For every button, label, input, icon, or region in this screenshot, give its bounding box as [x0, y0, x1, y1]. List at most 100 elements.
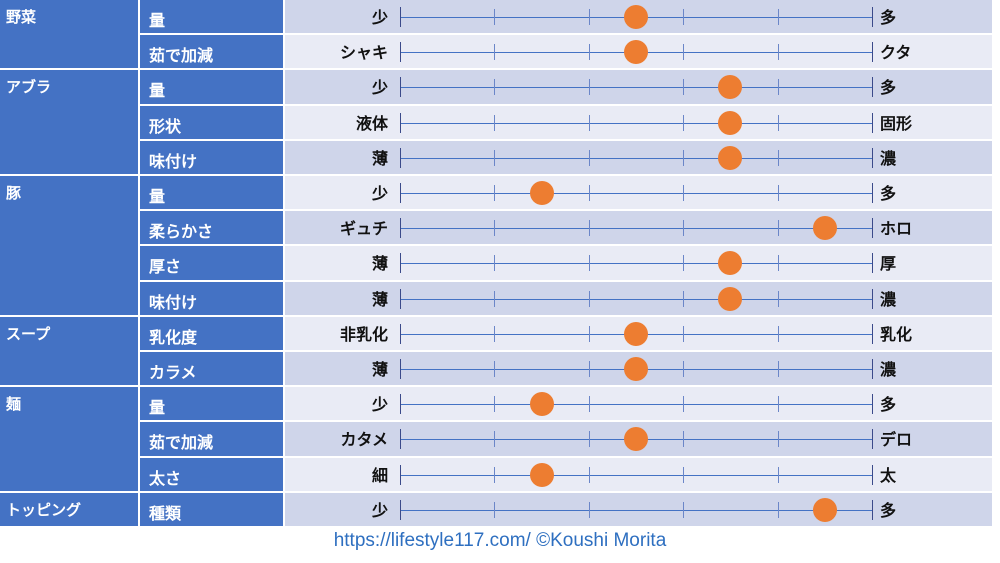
axis-endcap	[400, 394, 401, 415]
scale-right-label: 多	[880, 78, 897, 98]
scale-axis-line	[400, 298, 872, 300]
axis-tick	[683, 220, 685, 237]
axis-endcap	[872, 359, 873, 379]
axis-tick	[494, 255, 496, 272]
scale-row: 形状 液体 固形	[0, 105, 992, 141]
category-label: スープ	[0, 316, 138, 386]
axis-tick	[494, 220, 496, 237]
axis-tick	[588, 431, 590, 448]
axis-tick	[777, 361, 779, 377]
attribute-label: 味付け	[140, 140, 283, 174]
axis-endcap	[872, 394, 873, 415]
row-band	[285, 246, 992, 280]
axis-tick	[494, 325, 496, 342]
axis-tick	[588, 361, 590, 377]
scale-row: 味付け 薄 濃	[0, 140, 992, 176]
axis-tick	[683, 290, 685, 307]
axis-endcap	[872, 464, 873, 485]
footer-credit: https://lifestyle117.com/ ©Koushi Morita	[333, 530, 667, 551]
value-dot	[718, 251, 743, 276]
scale-row: 量少多	[0, 0, 992, 35]
axis-tick	[494, 185, 496, 201]
scale-left-label: 少	[371, 184, 388, 203]
axis-tick	[494, 44, 496, 61]
scale-right-label: クタ	[880, 43, 912, 63]
scale-left-label: ギュチ	[339, 219, 388, 239]
axis-endcap	[872, 147, 873, 168]
attribute-label: 種類	[140, 492, 283, 526]
scale-row: カラメ 薄 濃	[0, 352, 992, 387]
attribute-label: 形状	[140, 105, 283, 139]
scale-axis-line	[400, 509, 872, 511]
axis-tick	[494, 431, 496, 448]
scale-left-label: 薄	[371, 289, 388, 309]
axis-tick	[683, 361, 685, 377]
scale-row: 太さ 細 太	[0, 457, 992, 493]
value-dot	[718, 286, 743, 311]
axis-tick	[588, 466, 590, 483]
scale-axis-line	[400, 122, 872, 124]
scale-left-label: 液体	[355, 113, 388, 133]
axis-tick	[588, 185, 590, 201]
value-dot	[718, 75, 743, 100]
axis-endcap	[872, 112, 873, 133]
axis-endcap	[872, 183, 873, 203]
axis-tick	[777, 44, 779, 61]
axis-endcap	[400, 42, 401, 63]
row-band	[285, 457, 992, 491]
axis-endcap	[872, 42, 873, 63]
axis-tick	[777, 79, 779, 96]
scale-row: 茹で加減 カタメ デロ	[0, 422, 992, 457]
category-label: 豚	[0, 176, 138, 315]
attribute-label: 乳化度	[140, 316, 283, 350]
axis-endcap	[872, 77, 873, 98]
axis-tick	[588, 9, 590, 25]
axis-tick	[683, 185, 685, 201]
category-label: トッピング	[0, 492, 138, 526]
value-dot	[624, 40, 648, 65]
axis-tick	[777, 325, 779, 342]
axis-tick	[683, 9, 685, 25]
row-band	[285, 70, 992, 104]
axis-tick	[683, 431, 685, 448]
scale-axis-line	[400, 228, 872, 230]
scale-left-label: 少	[371, 8, 388, 27]
axis-endcap	[872, 253, 873, 274]
attribute-label: 太さ	[140, 457, 283, 491]
axis-tick	[494, 149, 496, 166]
scale-axis-line	[400, 87, 872, 89]
axis-endcap	[400, 112, 401, 133]
scale-row: 量少多	[0, 387, 992, 422]
axis-endcap	[872, 499, 873, 520]
axis-tick	[588, 396, 590, 413]
value-dot	[812, 497, 837, 522]
axis-tick	[683, 79, 685, 96]
attribute-label: 味付け	[140, 281, 283, 315]
axis-tick	[777, 501, 779, 518]
attribute-label: 茹で加減	[140, 422, 283, 456]
row-band	[285, 105, 992, 139]
scale-right-label: 乳化	[880, 324, 913, 344]
axis-tick	[777, 149, 779, 166]
scale-left-label: 薄	[371, 254, 388, 274]
ramen-scale-chart: 野菜量少多茹で加減 シャキ クタ アブラ量少多形状 液体 固形 味付け薄濃豚量少多柔らかさギ…	[0, 0, 992, 526]
axis-endcap	[400, 218, 401, 239]
axis-endcap	[400, 429, 401, 450]
scale-left-label: 少	[371, 395, 388, 415]
axis-endcap	[400, 323, 401, 344]
axis-tick	[494, 501, 496, 518]
scale-row: 茹で加減 シャキ クタ	[0, 35, 992, 70]
category-label: 野菜	[0, 0, 138, 69]
scale-right-label: 多	[880, 500, 897, 520]
scale-right-label: 濃	[880, 360, 897, 379]
scale-left-label: 非乳化	[339, 324, 388, 344]
axis-tick	[777, 466, 779, 483]
row-band	[285, 492, 992, 526]
value-dot	[624, 427, 648, 452]
value-dot	[624, 357, 648, 381]
axis-endcap	[400, 7, 401, 27]
axis-endcap	[400, 359, 401, 379]
attribute-label: 量	[140, 387, 283, 421]
scale-row: 柔らかさ ギュチ ホロ	[0, 211, 992, 246]
scale-right-label: ホロ	[880, 219, 913, 239]
